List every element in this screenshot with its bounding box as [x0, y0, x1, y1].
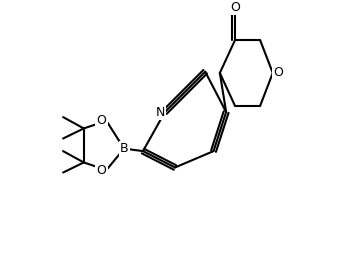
Text: O: O [273, 67, 282, 79]
Text: O: O [230, 1, 240, 14]
Text: O: O [97, 163, 107, 177]
Text: N: N [155, 106, 165, 118]
Text: O: O [97, 114, 107, 127]
Text: B: B [120, 142, 129, 155]
